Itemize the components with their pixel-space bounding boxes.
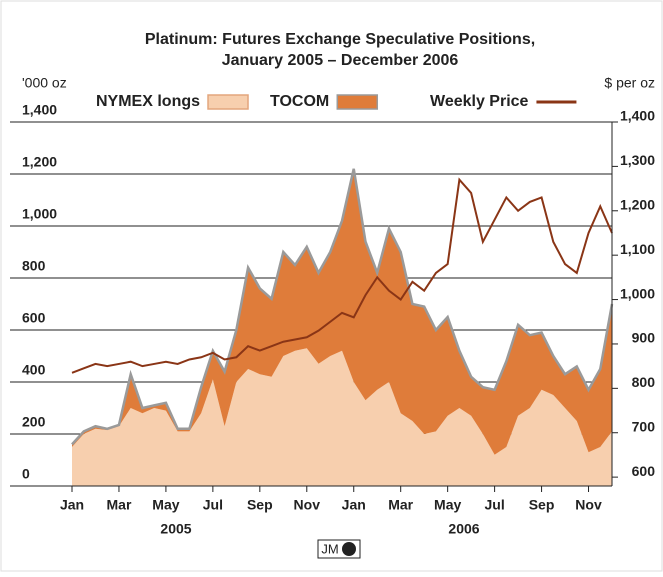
x-tick-label: Nov bbox=[575, 497, 602, 513]
y-axis-label: '000 oz bbox=[22, 75, 67, 91]
x-tick-label: Sep bbox=[247, 497, 273, 513]
x-tick-label: May bbox=[434, 497, 461, 513]
x-tick-label: Nov bbox=[294, 497, 321, 513]
y-tick-label: 600 bbox=[22, 310, 46, 326]
legend-swatch bbox=[207, 94, 249, 110]
area-edge bbox=[71, 168, 614, 446]
legend-swatch bbox=[336, 94, 379, 110]
y-tick-label: 1,200 bbox=[22, 154, 57, 170]
legend-label: TOCOM bbox=[270, 93, 329, 110]
year-label: 2005 bbox=[160, 521, 191, 537]
area bbox=[72, 348, 612, 486]
x-tick-label: Mar bbox=[388, 497, 413, 513]
year-label: 2006 bbox=[448, 521, 479, 537]
y-tick-label: 1,400 bbox=[22, 102, 57, 118]
x-tick-label: Jan bbox=[342, 497, 366, 513]
y2-tick-label: 1,200 bbox=[620, 196, 655, 212]
chart-title: Platinum: Futures Exchange Speculative P… bbox=[145, 31, 535, 48]
y-tick-label: 400 bbox=[22, 362, 46, 378]
y-tick-label: 1,000 bbox=[22, 206, 57, 222]
y2-axis-label: $ per oz bbox=[604, 75, 655, 91]
legend-label: NYMEX longs bbox=[96, 93, 200, 110]
y2-tick-label: 800 bbox=[632, 374, 656, 390]
legend-label: Weekly Price bbox=[430, 93, 529, 110]
price-line bbox=[71, 177, 613, 374]
y-tick-label: 200 bbox=[22, 414, 46, 430]
y2-tick-label: 1,400 bbox=[620, 108, 655, 124]
x-tick-label: Mar bbox=[107, 497, 132, 513]
y-tick-label: 0 bbox=[22, 466, 30, 482]
y2-tick-label: 700 bbox=[632, 418, 656, 434]
x-tick-label: Jul bbox=[203, 497, 223, 513]
logo-icon bbox=[342, 542, 356, 556]
y2-tick-label: 1,000 bbox=[620, 285, 655, 301]
x-tick-label: Jul bbox=[484, 497, 504, 513]
x-tick-label: Sep bbox=[529, 497, 555, 513]
y-tick-label: 800 bbox=[22, 258, 46, 274]
y2-tick-label: 1,300 bbox=[620, 152, 655, 168]
chart-subtitle: January 2005 – December 2006 bbox=[222, 52, 459, 69]
x-tick-label: May bbox=[152, 497, 179, 513]
x-tick-label: Jan bbox=[60, 497, 84, 513]
logo: JM bbox=[321, 541, 338, 556]
y2-tick-label: 1,100 bbox=[620, 241, 655, 257]
y2-tick-label: 900 bbox=[632, 330, 656, 346]
y2-tick-label: 600 bbox=[632, 463, 656, 479]
